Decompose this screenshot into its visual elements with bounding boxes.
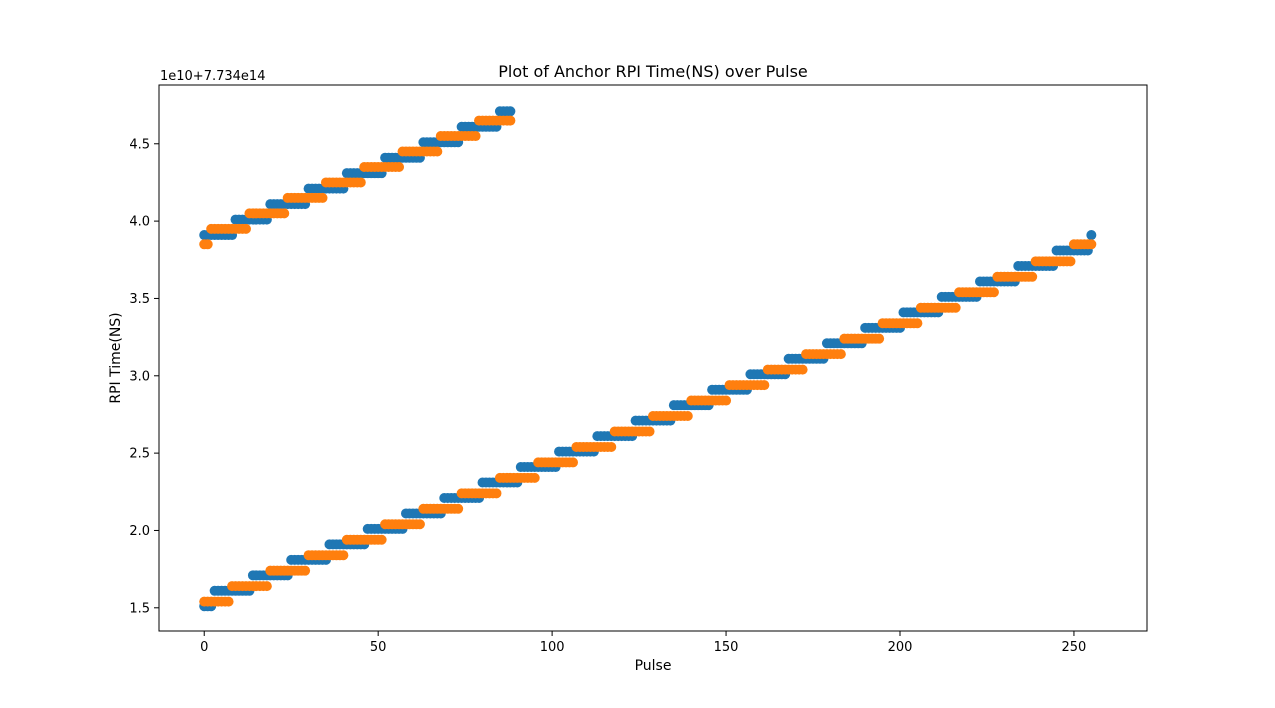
- x-tick-label: 100: [540, 640, 565, 655]
- y-tick-label: 4.5: [129, 137, 150, 152]
- data-point: [414, 519, 425, 530]
- data-point: [394, 161, 405, 172]
- plot-frame: [158, 84, 1148, 632]
- data-point: [912, 318, 923, 329]
- data-point: [835, 349, 846, 360]
- data-point: [1065, 256, 1076, 267]
- data-point: [1086, 230, 1097, 241]
- y-tick-label: 4.0: [129, 215, 150, 230]
- data-point: [567, 457, 578, 468]
- data-point: [300, 565, 311, 576]
- y-tick-label: 2.5: [129, 447, 150, 462]
- data-point: [505, 106, 516, 117]
- chart-title: Plot of Anchor RPI Time(NS) over Pulse: [498, 62, 808, 81]
- data-point: [491, 488, 502, 499]
- y-tick-label: 2.0: [129, 524, 150, 539]
- x-tick-label: 0: [200, 640, 208, 655]
- data-point: [202, 239, 213, 250]
- data-point: [721, 395, 732, 406]
- data-point: [1086, 239, 1097, 250]
- data-point: [261, 581, 272, 592]
- data-point: [355, 177, 366, 188]
- y-tick-label: 3.0: [129, 369, 150, 384]
- data-point: [376, 534, 387, 545]
- y-axis-ticks: 1.5 2.0 2.5 3.0 3.5 4.0 4.5: [129, 137, 159, 616]
- data-point: [317, 192, 328, 203]
- data-point: [988, 287, 999, 298]
- data-point: [338, 550, 349, 561]
- data-point: [606, 441, 617, 452]
- x-tick-label: 250: [1062, 640, 1087, 655]
- data-point: [529, 472, 540, 483]
- data-point: [432, 146, 443, 157]
- y-offset-label: 1e10+7.734e14: [160, 69, 265, 84]
- x-axis-ticks: 0 50 100 150 200 250: [200, 631, 1086, 655]
- x-tick-label: 50: [370, 640, 387, 655]
- y-tick-label: 3.5: [129, 292, 150, 307]
- data-point: [874, 333, 885, 344]
- data-point: [1027, 271, 1038, 282]
- y-tick-label: 1.5: [129, 601, 150, 616]
- data-point: [505, 115, 516, 126]
- data-point: [279, 208, 290, 219]
- data-point: [797, 364, 808, 375]
- x-axis-label: Pulse: [635, 658, 672, 674]
- data-point: [759, 380, 770, 391]
- y-axis-label: RPI Time(NS): [108, 312, 124, 403]
- data-point: [644, 426, 655, 437]
- plot-marks: [199, 106, 1097, 612]
- data-point: [682, 411, 693, 421]
- data-point: [470, 131, 481, 142]
- x-tick-label: 200: [888, 640, 913, 655]
- x-tick-label: 150: [714, 640, 739, 655]
- data-point: [453, 503, 464, 514]
- data-point: [950, 302, 961, 313]
- data-point: [223, 596, 234, 607]
- data-point: [240, 223, 251, 234]
